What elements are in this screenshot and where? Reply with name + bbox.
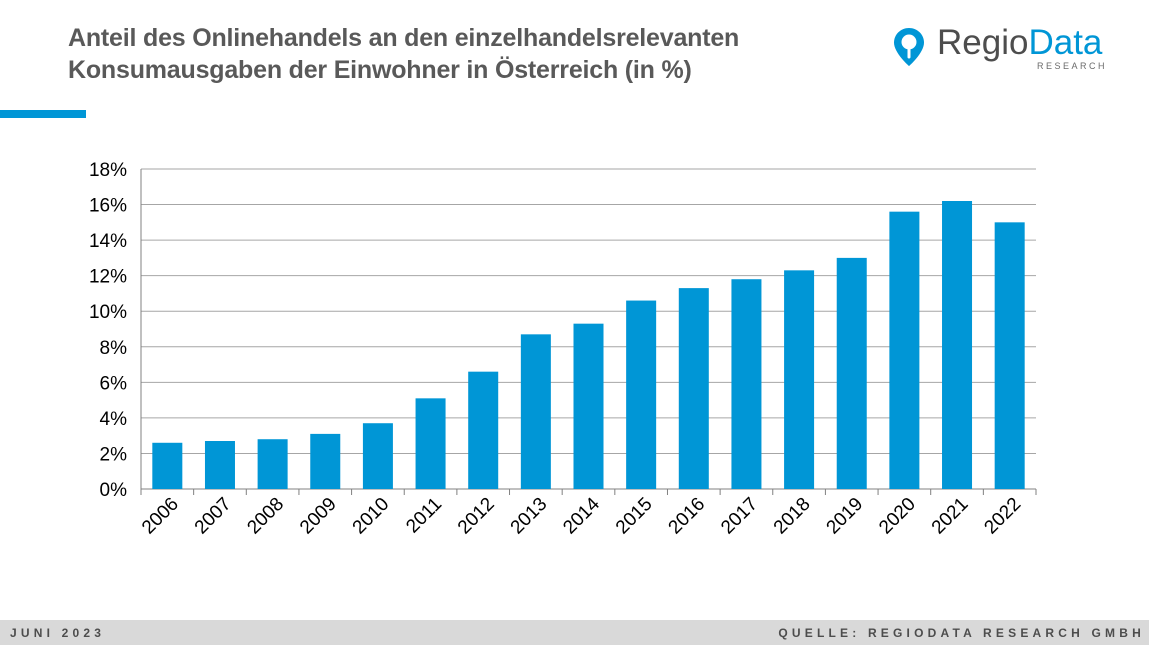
x-tick-label: 2009 [296,494,341,539]
y-tick-label: 10% [89,302,127,323]
footer-source: QUELLE: REGIODATA RESEARCH GMBH [778,626,1145,640]
x-tick-label: 2022 [980,494,1025,539]
x-tick-label: 2012 [454,494,499,539]
bar-2019 [836,257,867,489]
x-tick-label: 2010 [349,494,394,539]
location-pin-icon [894,28,924,66]
y-tick-label: 0% [100,480,128,501]
footer-bar: JUNI 2023 QUELLE: REGIODATA RESEARCH GMB… [0,620,1149,645]
bar-2006 [152,442,183,489]
bar-2022 [994,222,1025,489]
bar-2016 [678,288,709,489]
chart-title: Anteil des Onlinehandels an den einzelha… [68,22,828,86]
chart-title-line-2: Konsumausgaben der Einwohner in Österrei… [68,56,692,84]
x-tick-label: 2011 [402,494,446,538]
y-tick-label: 8% [100,338,128,359]
bar-chart: 0% 2% 4% 6% 8% 10% 12% 14% 16% 18% 2006 2007 2008 200… [89,160,1037,539]
x-tick-label: 2013 [507,494,552,539]
x-tick-label: 2016 [665,494,710,539]
regiodata-logo: RegioData RESEARCH [893,22,1133,78]
y-tick-label: 4% [100,409,128,430]
x-tick-label: 2006 [138,494,183,539]
bar-2014 [573,323,604,489]
bar-2007 [204,441,235,489]
bar-2015 [626,300,657,489]
x-tick-label: 2021 [928,494,973,539]
bar-2018 [784,270,815,489]
chart-title-line-1: Anteil des Onlinehandels an den einzelha… [68,24,740,52]
x-tick-label: 2020 [875,494,920,539]
bar-2017 [731,279,762,489]
x-tick-label: 2015 [612,494,657,539]
bar-2009 [310,433,341,489]
bar-2021 [942,201,973,489]
x-tick-label: 2019 [823,494,868,539]
logo-word-regio: Regio [937,23,1029,62]
x-tick-label: 2017 [717,494,762,539]
x-tick-label: 2007 [191,494,236,539]
logo-word-data: Data [1028,23,1103,62]
y-tick-label: 12% [89,267,127,288]
logo-wordmark: RegioData [937,24,1102,62]
y-tick-label: 2% [100,444,128,465]
y-tick-label: 6% [100,373,128,394]
y-tick-label: 16% [89,196,127,217]
bar-2010 [362,423,393,489]
x-tick-label: 2018 [770,494,815,539]
accent-bar [0,110,86,118]
bar-2013 [520,334,551,489]
bar-2008 [257,439,288,489]
logo-subtitle: RESEARCH [1037,61,1108,71]
bar-2012 [468,371,499,489]
x-tick-label: 2014 [559,493,604,538]
y-tick-label: 14% [89,231,127,252]
bar-2011 [415,398,446,489]
x-tick-label: 2008 [243,494,288,539]
bar-2020 [889,211,920,489]
y-tick-label: 18% [89,160,127,181]
footer-date: JUNI 2023 [10,626,106,640]
